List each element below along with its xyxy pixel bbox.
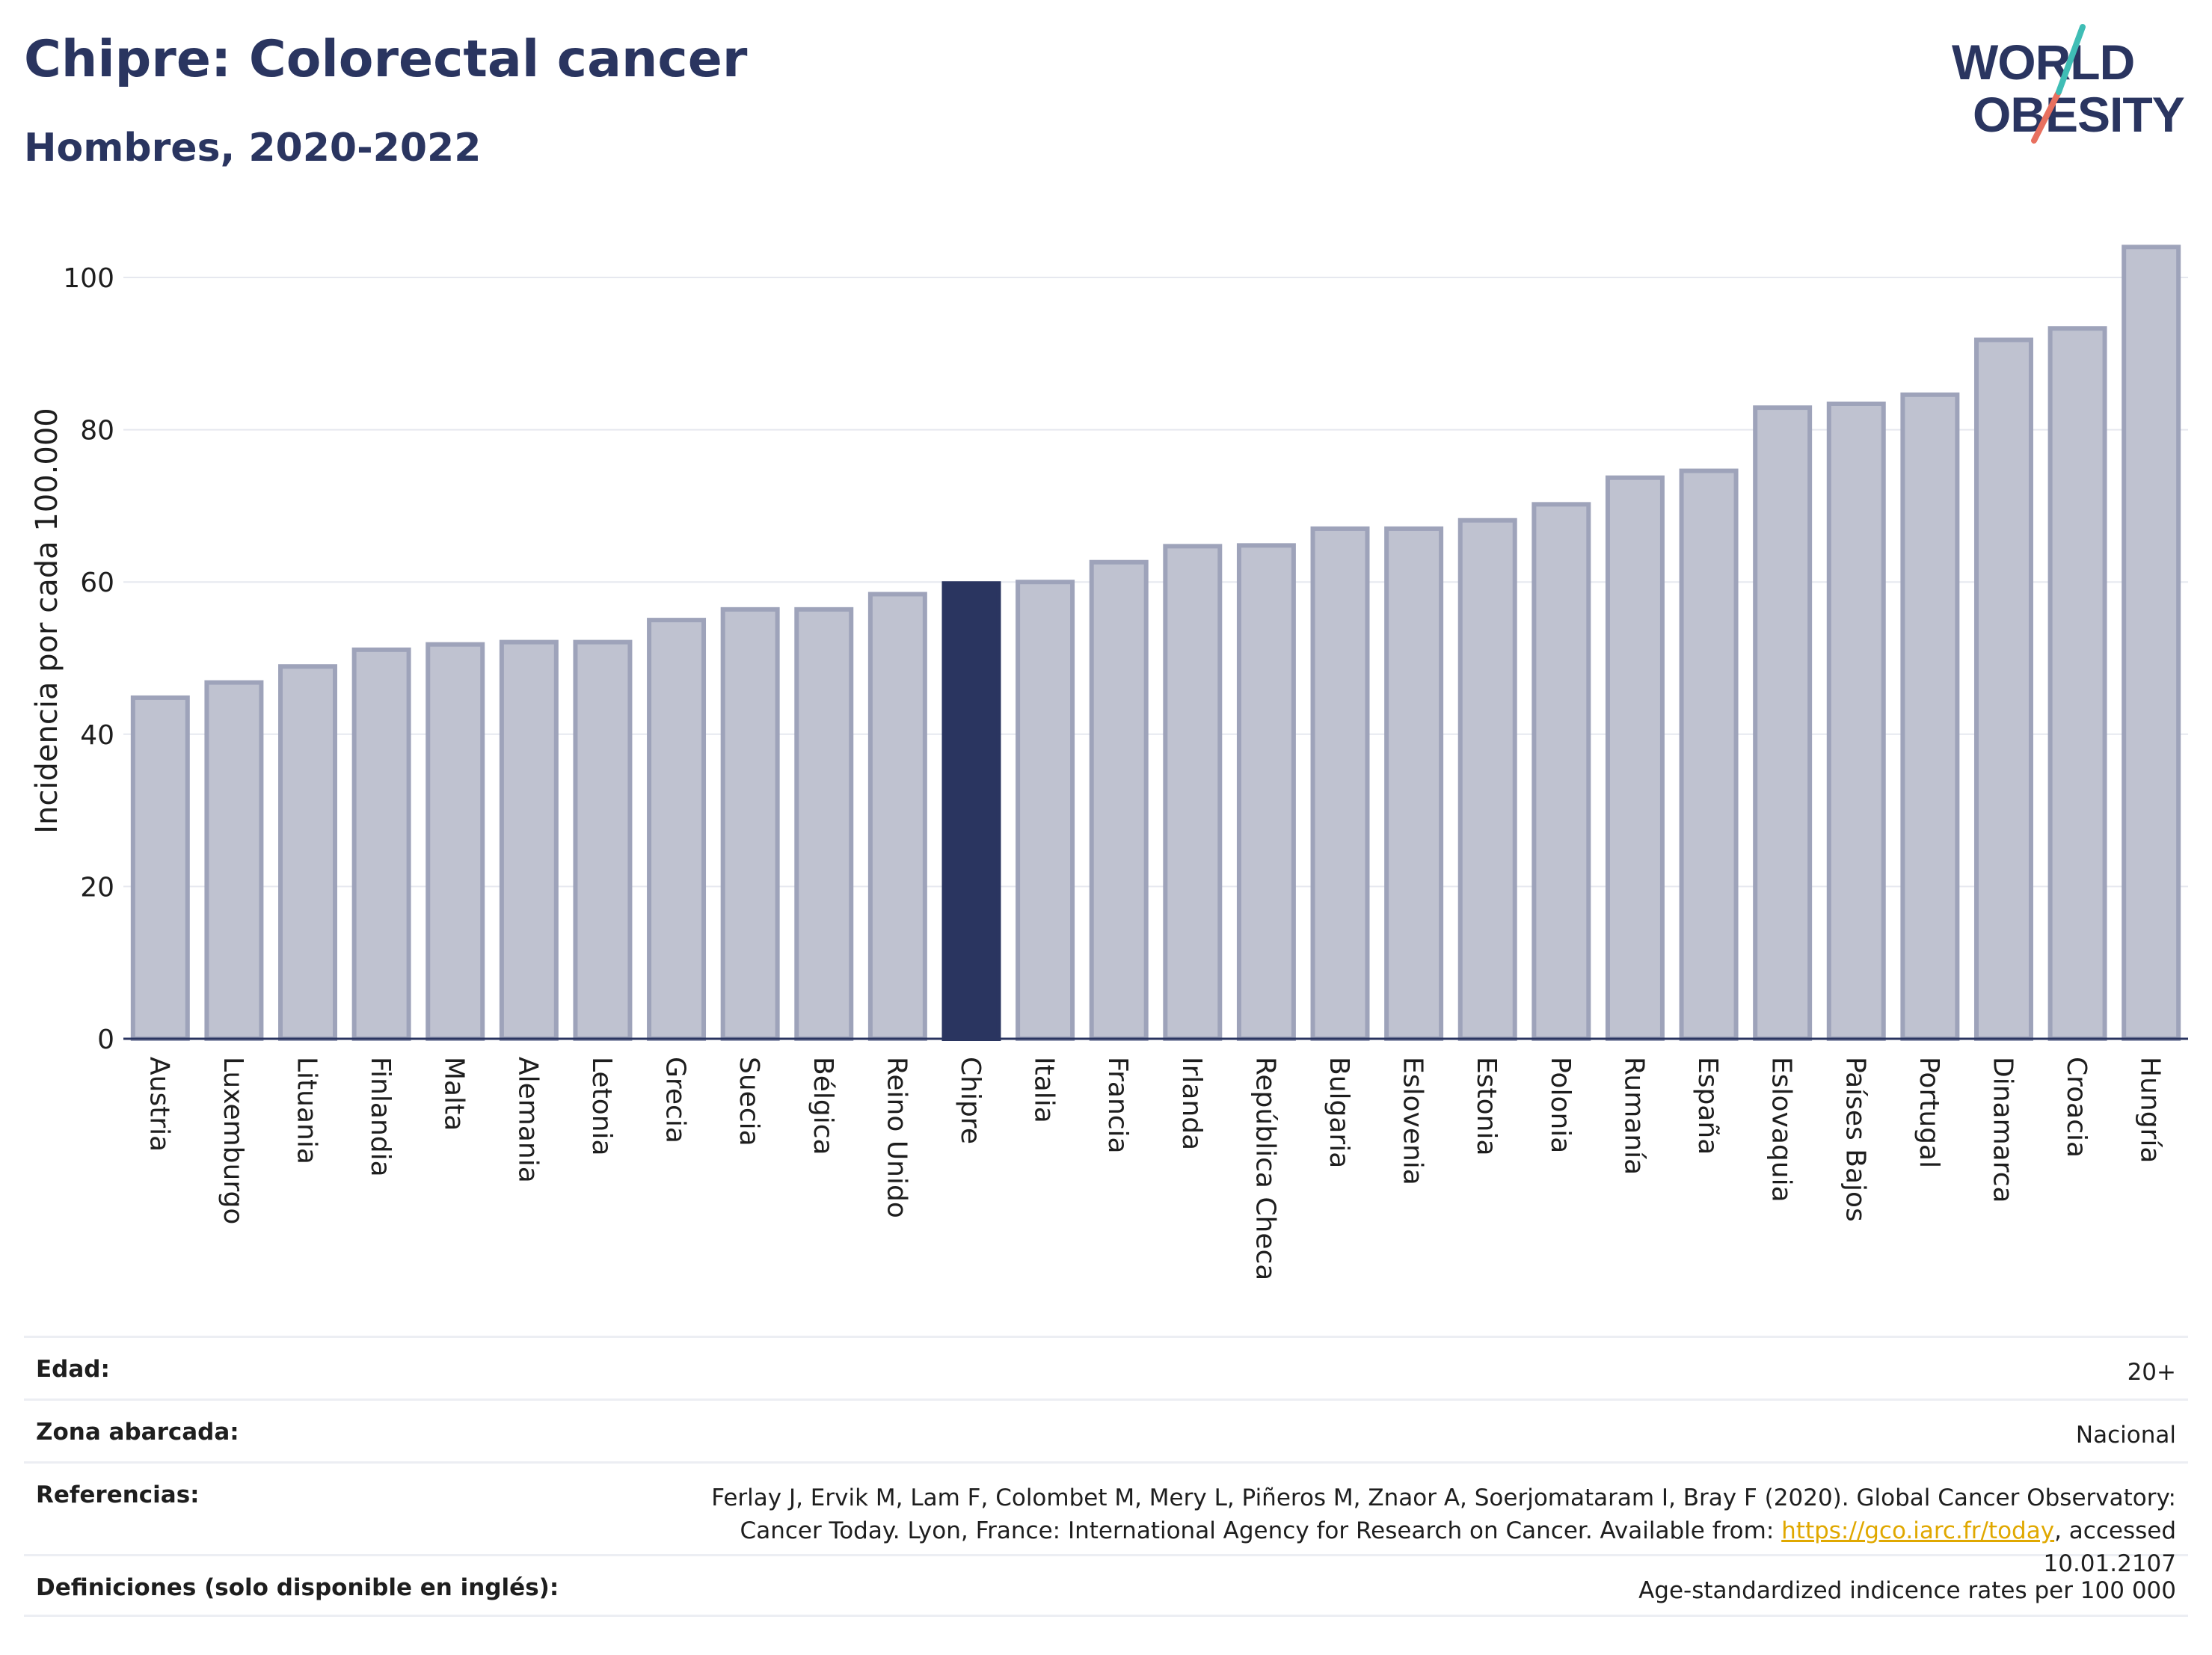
bar-hungría [2122,245,2181,1041]
y-tick-labels: 0 20 40 60 80 100 [63,263,114,1055]
y-tick-label: 20 [80,872,114,903]
bar-malta [425,642,485,1041]
bar-bélgica [794,607,854,1041]
x-tick-label: Austria [144,1057,174,1152]
bar-españa [1679,468,1739,1041]
x-tick-label: Letonia [586,1057,617,1156]
x-tick-label: Hungría [2135,1057,2166,1163]
meta-row-references: Referencias: Ferlay J, Ervik M, Lam F, C… [24,1461,2188,1577]
bar-bulgaria [1310,526,1370,1041]
bar-eslovaquia [1753,405,1813,1041]
bar-portugal [1900,392,1960,1041]
x-tick-label: Croacia [2061,1057,2092,1158]
bar-chipre [941,581,1001,1041]
y-axis-label: Incidencia por cada 100.000 [30,408,64,834]
x-tick-label: República Checa [1250,1057,1280,1280]
bar-países-bajos [1826,401,1886,1041]
x-tick-label: Países Bajos [1840,1057,1870,1222]
bars [130,245,2181,1041]
bar-luxemburgo [204,680,264,1041]
y-tick-label: 40 [80,720,114,751]
bar-suecia [720,607,780,1041]
x-tick-label: Dinamarca [1987,1057,2018,1203]
reference-link[interactable]: https://gco.iarc.fr/today [1781,1517,2055,1544]
bar-rumanía [1605,475,1665,1041]
x-tick-labels: Austria Luxemburgo Lituania Finlandia Malta A… [144,1057,2165,1280]
x-tick-label: Bulgaria [1324,1057,1354,1168]
meta-row-area: Zona abarcada: Nacional [24,1398,2188,1461]
bar-finlandia [351,647,411,1041]
x-tick-label: Suecia [734,1057,764,1146]
meta-label: Edad: [36,1356,110,1383]
x-tick-label: Irlanda [1176,1057,1207,1150]
x-tick-label: Francia [1102,1057,1133,1154]
bar-croacia [2047,326,2107,1041]
x-tick-label: España [1692,1057,1723,1155]
bar-letonia [573,639,633,1041]
logo-line2: OBESITY [1973,87,2184,142]
bar-república-checa [1236,543,1296,1041]
meta-label: Zona abarcada: [36,1419,239,1446]
bar-polonia [1531,502,1591,1041]
x-tick-label: Grecia [660,1057,691,1143]
x-tick-label: Chipre [955,1057,986,1144]
bar-francia [1089,559,1149,1041]
bar-estonia [1457,518,1517,1041]
bar-austria [130,695,190,1041]
bar-grecia [647,618,707,1041]
bar-dinamarca [1973,337,2033,1041]
bar-italia [1016,580,1075,1041]
bar-irlanda [1163,544,1223,1041]
y-tick-label: 100 [63,263,114,294]
meta-label: Definiciones (solo disponible en inglés)… [36,1574,559,1601]
bar-eslovenia [1384,526,1444,1041]
x-tick-label: Polonia [1545,1057,1576,1153]
bar-reino-unido [867,592,927,1041]
y-tick-label: 0 [97,1025,114,1055]
meta-value: 20+ [2127,1359,2176,1386]
x-tick-label: Luxemburgo [218,1057,248,1224]
bar-alemania [499,639,559,1041]
page-subtitle: Hombres, 2020-2022 [24,126,482,171]
metadata-table: Edad: 20+ Zona abarcada: Nacional Refere… [24,1336,2188,1617]
x-tick-label: Bélgica [808,1057,838,1155]
x-tick-label: Eslovenia [1398,1057,1428,1185]
meta-value: Nacional [2075,1422,2176,1449]
meta-value: Age-standardized indicence rates per 100… [1638,1577,2176,1604]
bar-chart: 0 20 40 60 80 100 Austria Luxemburgo Lituania Fi… [30,245,2188,1280]
world-obesity-logo: WORLD OBESITY [1952,24,2185,144]
x-tick-label: Rumanía [1618,1057,1649,1175]
y-tick-label: 80 [80,416,114,446]
x-tick-label: Alemania [512,1057,543,1183]
x-tick-label: Lituania [292,1057,322,1164]
x-tick-label: Malta [439,1057,470,1131]
x-tick-label: Eslovaquia [1766,1057,1797,1203]
x-tick-label: Italia [1029,1057,1060,1123]
y-tick-label: 60 [80,568,114,598]
logo-line1: WORLD [1952,34,2134,90]
x-tick-label: Estonia [1471,1057,1502,1156]
logo-slash-upper [2056,24,2086,95]
bar-lituania [278,664,338,1041]
meta-row-definitions: Definiciones (solo disponible en inglés)… [24,1554,2188,1617]
x-tick-label: Portugal [1914,1057,1944,1168]
x-tick-label: Reino Unido [881,1057,912,1218]
meta-row-age: Edad: 20+ [24,1336,2188,1398]
page-title: Chipre: Colorectal cancer [24,30,748,89]
x-tick-label: Finlandia [365,1057,396,1177]
meta-label: Referencias: [36,1481,200,1508]
logo-slash-lower [2031,89,2062,144]
meta-value: Ferlay J, Ervik M, Lam F, Colombet M, Me… [711,1484,2176,1577]
